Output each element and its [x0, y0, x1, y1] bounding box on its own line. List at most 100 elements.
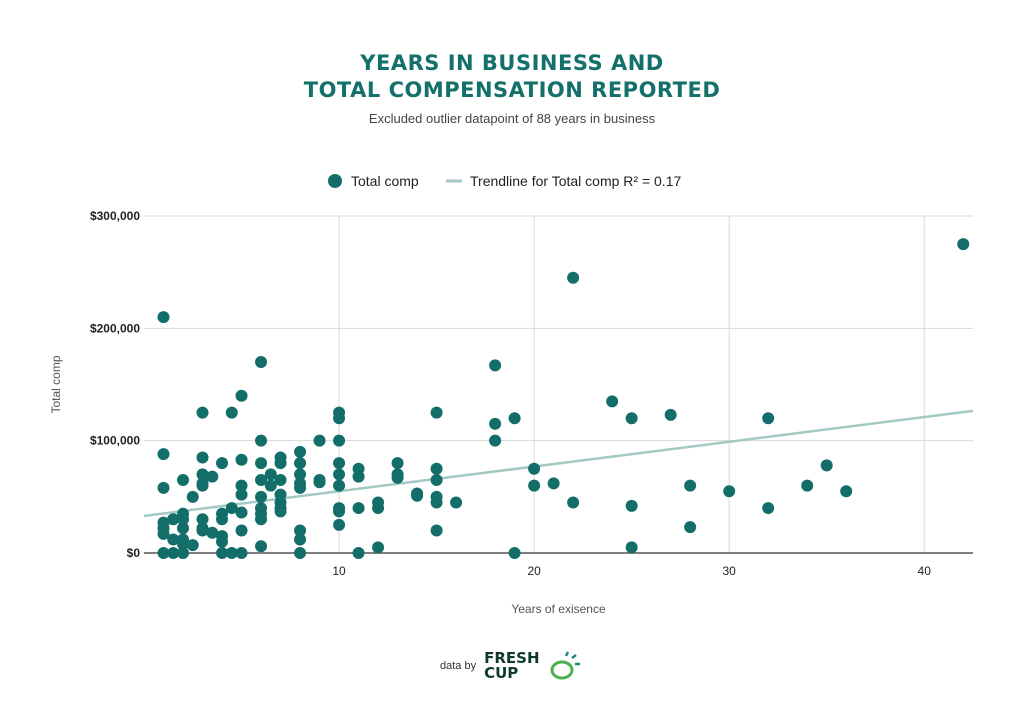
- data-point: [333, 468, 346, 481]
- data-point: [333, 505, 346, 518]
- data-point: [177, 538, 190, 551]
- data-point: [167, 547, 180, 559]
- data-point: [957, 238, 970, 251]
- title-line-1: YEARS IN BUSINESS AND: [360, 51, 664, 75]
- data-point: [196, 513, 209, 526]
- data-point: [333, 479, 346, 492]
- y-tick-label: $0: [127, 546, 141, 560]
- data-point: [225, 502, 238, 515]
- footer: data by FRESH CUP: [440, 650, 584, 682]
- data-point: [313, 434, 326, 447]
- data-point: [157, 547, 170, 559]
- data-point: [167, 513, 180, 526]
- data-point: [508, 547, 521, 559]
- data-point: [216, 513, 229, 526]
- data-point: [255, 473, 268, 486]
- data-point: [186, 490, 199, 503]
- legend-label-trendline: Trendline for Total comp R² = 0.17: [470, 173, 681, 189]
- data-point: [450, 496, 463, 509]
- data-point: [196, 451, 209, 464]
- data-point: [567, 271, 580, 284]
- data-point: [216, 457, 229, 470]
- data-point: [430, 406, 443, 419]
- data-point: [255, 434, 268, 447]
- data-point: [372, 502, 385, 515]
- data-point: [352, 470, 365, 483]
- data-point: [206, 526, 219, 539]
- data-point: [235, 479, 248, 492]
- data-point: [177, 547, 190, 559]
- data-point: [489, 434, 502, 447]
- data-point: [762, 502, 775, 515]
- data-point: [567, 496, 580, 509]
- data-point: [274, 505, 287, 518]
- data-point: [186, 539, 199, 552]
- data-point: [333, 457, 346, 470]
- data-point: [528, 462, 541, 475]
- data-point: [255, 540, 268, 553]
- data-point: [235, 488, 248, 501]
- y-tick-label: $200,000: [90, 321, 140, 335]
- data-point: [333, 412, 346, 425]
- data-point: [684, 521, 697, 534]
- data-point: [333, 434, 346, 447]
- data-point: [255, 457, 268, 470]
- data-point: [391, 457, 404, 470]
- chart-title: YEARS IN BUSINESS AND TOTAL COMPENSATION…: [0, 50, 1024, 104]
- chart-subtitle: Excluded outlier datapoint of 88 years i…: [368, 111, 656, 126]
- data-point: [235, 389, 248, 402]
- data-point: [606, 395, 619, 408]
- x-axis-label: Years of exisence: [511, 602, 606, 616]
- trendline: [143, 409, 974, 518]
- data-point: [430, 524, 443, 537]
- data-point: [625, 499, 638, 512]
- data-point: [225, 406, 238, 419]
- y-tick-label: $100,000: [90, 434, 140, 448]
- data-point: [235, 506, 248, 519]
- data-point: [333, 518, 346, 531]
- data-point: [157, 481, 170, 494]
- data-point: [762, 412, 775, 425]
- data-point: [489, 417, 502, 430]
- logo-line-2: CUP: [484, 664, 519, 682]
- data-point: [508, 412, 521, 425]
- data-point: [294, 468, 307, 481]
- y-tick-label: $300,000: [90, 209, 140, 223]
- data-point: [820, 459, 833, 472]
- data-point: [235, 453, 248, 466]
- data-point: [352, 547, 365, 559]
- data-point: [547, 477, 560, 490]
- data-point: [294, 481, 307, 494]
- data-point: [255, 513, 268, 526]
- data-point: [264, 468, 277, 481]
- data-point: [264, 479, 277, 492]
- data-point: [391, 471, 404, 484]
- data-point: [528, 479, 541, 492]
- data-point: [235, 547, 248, 559]
- data-point: [625, 541, 638, 554]
- legend-marker-points: [328, 174, 342, 188]
- data-point: [723, 485, 736, 498]
- data-point: [196, 468, 209, 481]
- data-point: [196, 479, 209, 492]
- data-point: [625, 412, 638, 425]
- data-point: [157, 448, 170, 461]
- data-point: [177, 513, 190, 526]
- title-line-2: TOTAL COMPENSATION REPORTED: [303, 78, 721, 102]
- fresh-cup-logo: FRESH CUP: [484, 651, 539, 681]
- data-point: [294, 524, 307, 537]
- data-point: [255, 490, 268, 503]
- data-point: [206, 470, 219, 483]
- cup-icon: [550, 651, 580, 680]
- logo-line-1: FRESH: [484, 649, 540, 667]
- legend-label-points: Total comp: [351, 173, 419, 189]
- data-point: [177, 522, 190, 535]
- data-point: [225, 547, 238, 559]
- data-point: [664, 408, 677, 421]
- data-point: [196, 406, 209, 419]
- x-tick-label: 20: [527, 564, 541, 578]
- data-point: [274, 473, 287, 486]
- data-point: [216, 547, 229, 559]
- data-point: [352, 502, 365, 515]
